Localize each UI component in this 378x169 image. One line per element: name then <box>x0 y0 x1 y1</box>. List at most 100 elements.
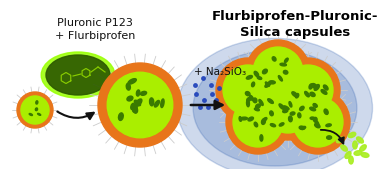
Ellipse shape <box>46 55 110 95</box>
Ellipse shape <box>326 124 331 127</box>
Ellipse shape <box>356 137 363 143</box>
Ellipse shape <box>341 145 347 151</box>
Ellipse shape <box>38 113 41 115</box>
Ellipse shape <box>254 108 259 111</box>
Ellipse shape <box>270 124 276 127</box>
Ellipse shape <box>299 126 304 129</box>
Ellipse shape <box>253 98 257 103</box>
Ellipse shape <box>257 77 262 79</box>
Ellipse shape <box>313 117 317 122</box>
Ellipse shape <box>290 112 295 115</box>
Ellipse shape <box>248 117 254 121</box>
Ellipse shape <box>133 107 138 113</box>
Ellipse shape <box>301 126 306 129</box>
Ellipse shape <box>259 100 263 105</box>
Circle shape <box>283 65 333 115</box>
Ellipse shape <box>314 124 320 128</box>
Ellipse shape <box>324 85 328 90</box>
Ellipse shape <box>245 92 250 96</box>
Ellipse shape <box>348 132 356 138</box>
Circle shape <box>98 63 182 147</box>
Circle shape <box>226 90 290 154</box>
Ellipse shape <box>265 82 270 86</box>
Ellipse shape <box>260 135 263 141</box>
Ellipse shape <box>310 92 315 96</box>
Ellipse shape <box>254 122 258 127</box>
Ellipse shape <box>193 50 357 166</box>
Circle shape <box>256 76 320 140</box>
Ellipse shape <box>131 103 135 110</box>
Circle shape <box>107 72 173 138</box>
Ellipse shape <box>313 104 317 107</box>
Ellipse shape <box>178 38 372 169</box>
Ellipse shape <box>289 102 292 107</box>
Ellipse shape <box>279 123 284 126</box>
Ellipse shape <box>36 108 37 111</box>
Text: Pluronic P123
+ Flurbiprofen: Pluronic P123 + Flurbiprofen <box>55 18 135 41</box>
Ellipse shape <box>29 114 33 115</box>
Circle shape <box>223 65 273 115</box>
Circle shape <box>216 58 280 122</box>
Ellipse shape <box>134 100 141 106</box>
Ellipse shape <box>270 111 273 116</box>
Ellipse shape <box>298 113 301 118</box>
Ellipse shape <box>295 93 299 98</box>
Circle shape <box>276 58 340 122</box>
Ellipse shape <box>247 98 251 101</box>
Circle shape <box>293 97 343 147</box>
Ellipse shape <box>240 117 248 120</box>
Circle shape <box>253 47 303 97</box>
Ellipse shape <box>141 91 147 95</box>
Text: + Na₂SiO₃: + Na₂SiO₃ <box>194 67 246 77</box>
Circle shape <box>286 90 350 154</box>
Ellipse shape <box>314 84 319 90</box>
Ellipse shape <box>305 91 309 97</box>
Circle shape <box>17 92 53 128</box>
Ellipse shape <box>161 99 164 107</box>
Ellipse shape <box>250 95 253 101</box>
Ellipse shape <box>150 98 154 106</box>
Ellipse shape <box>300 106 304 111</box>
Ellipse shape <box>246 100 249 107</box>
Ellipse shape <box>292 92 297 97</box>
Text: Flurbiprofen-Pluronic-
Silica capsules: Flurbiprofen-Pluronic- Silica capsules <box>212 10 378 39</box>
Ellipse shape <box>349 156 353 164</box>
Ellipse shape <box>327 136 332 139</box>
Ellipse shape <box>324 109 328 114</box>
Ellipse shape <box>41 52 115 98</box>
Ellipse shape <box>127 96 133 101</box>
Ellipse shape <box>284 70 288 74</box>
Ellipse shape <box>269 81 275 84</box>
Ellipse shape <box>256 104 260 108</box>
Ellipse shape <box>279 104 284 109</box>
Ellipse shape <box>133 106 137 112</box>
Ellipse shape <box>361 153 369 157</box>
Ellipse shape <box>345 152 351 159</box>
Ellipse shape <box>336 137 344 143</box>
Circle shape <box>21 96 49 124</box>
Ellipse shape <box>315 121 319 127</box>
Ellipse shape <box>263 118 267 121</box>
Ellipse shape <box>280 63 287 66</box>
Ellipse shape <box>262 69 267 74</box>
Ellipse shape <box>254 71 259 77</box>
Ellipse shape <box>309 84 313 89</box>
Ellipse shape <box>239 117 242 121</box>
Ellipse shape <box>36 101 38 104</box>
Circle shape <box>263 83 313 133</box>
Ellipse shape <box>136 90 140 96</box>
Ellipse shape <box>285 58 288 63</box>
Ellipse shape <box>128 79 136 84</box>
Ellipse shape <box>154 100 160 107</box>
Ellipse shape <box>135 99 142 106</box>
Ellipse shape <box>246 76 253 79</box>
Ellipse shape <box>312 83 318 88</box>
Ellipse shape <box>360 145 366 151</box>
Ellipse shape <box>262 119 265 124</box>
Ellipse shape <box>353 141 357 149</box>
Ellipse shape <box>278 76 282 81</box>
Ellipse shape <box>118 113 123 120</box>
Ellipse shape <box>310 117 315 119</box>
Circle shape <box>246 40 310 104</box>
Ellipse shape <box>283 110 288 113</box>
